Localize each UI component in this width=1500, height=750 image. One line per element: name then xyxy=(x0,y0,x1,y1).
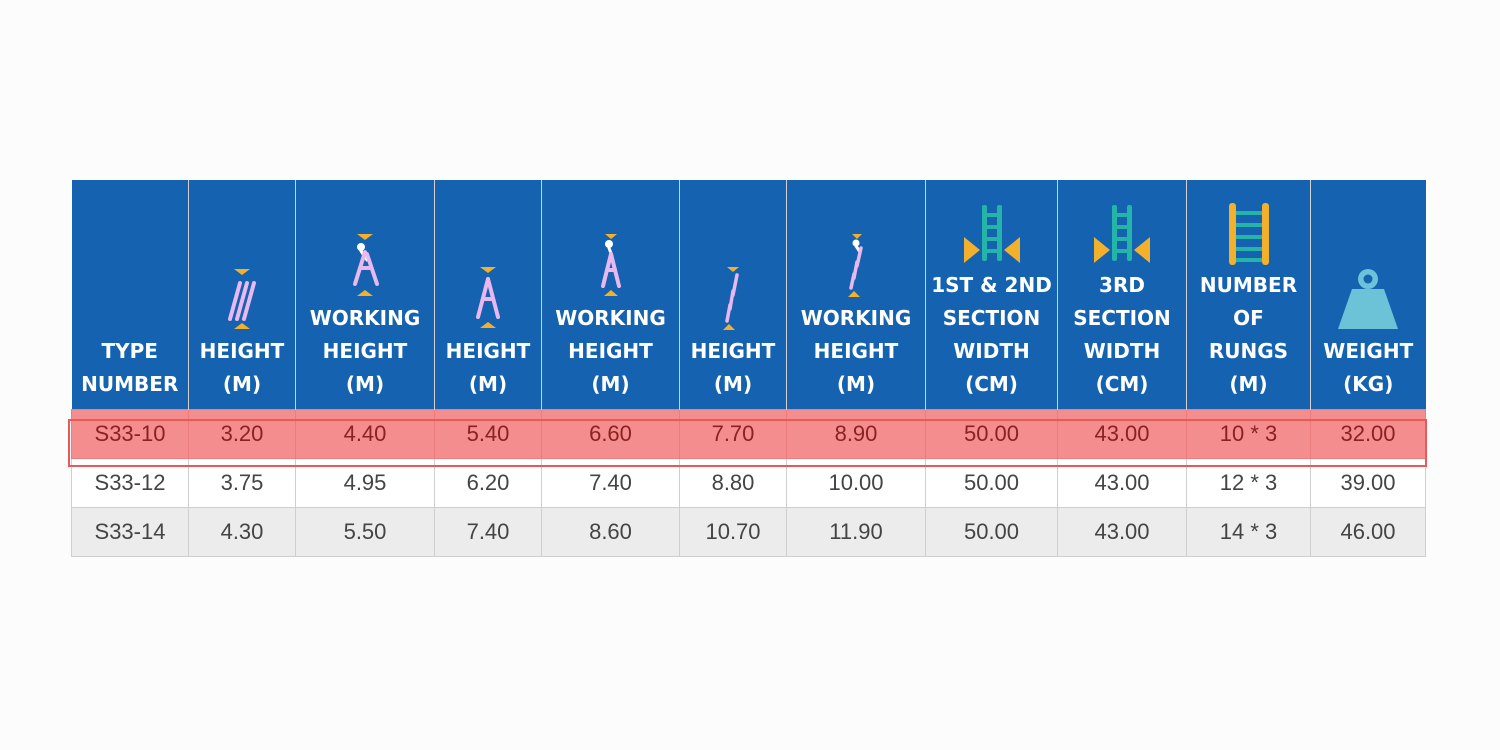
header-line: (M) xyxy=(468,371,508,396)
table-cell: 43.00 xyxy=(1057,408,1187,459)
table-cell: 32.00 xyxy=(1310,408,1426,459)
person-on-aframe-ladder-icon xyxy=(600,233,621,296)
header-line: HEIGHT xyxy=(813,338,899,363)
table-row: S33-12 3.75 4.95 6.20 7.40 8.80 10.00 50… xyxy=(71,457,1426,508)
table-cell: 3.75 xyxy=(188,457,296,508)
header-row: TYPE NUMBER HEIGHT (M) xyxy=(71,180,1426,409)
header-line: TYPE xyxy=(101,338,158,363)
table-cell: 8.60 xyxy=(541,506,680,557)
weight-icon xyxy=(1338,268,1399,329)
aframe-ladder-icon xyxy=(476,266,500,328)
extended-ladder-icon xyxy=(723,266,739,330)
header-line: (CM) xyxy=(1095,371,1149,396)
header-line: (M) xyxy=(713,371,753,396)
header-line: WORKING xyxy=(800,305,912,330)
header-line: WORKING xyxy=(555,305,666,330)
ladder-width-icon xyxy=(1094,204,1150,263)
table-cell: S33-14 xyxy=(71,506,189,557)
table-cell: 39.00 xyxy=(1310,457,1426,508)
header-line: NUMBER xyxy=(81,371,179,396)
col-header-section-3-width: 3RD SECTION WIDTH (CM) xyxy=(1057,180,1187,409)
table-cell: 14 * 3 xyxy=(1186,506,1311,557)
person-with-folded-ladder-icon xyxy=(353,233,379,296)
table-cell: 50.00 xyxy=(925,506,1058,557)
table-cell: 46.00 xyxy=(1310,506,1426,557)
table-cell: 10.70 xyxy=(679,506,787,557)
header-line: HEIGHT xyxy=(445,338,531,363)
table-cell: 7.40 xyxy=(434,506,542,557)
table-cell: 3.20 xyxy=(188,408,296,459)
ladder-width-icon xyxy=(963,204,1020,263)
col-header-extended-working-height: WORKING HEIGHT (M) xyxy=(786,180,926,409)
header-line: SECTION xyxy=(942,305,1041,330)
header-line: (M) xyxy=(222,371,262,396)
header-line: HEIGHT xyxy=(690,338,776,363)
table-cell: 50.00 xyxy=(925,457,1058,508)
table-cell: 6.20 xyxy=(434,457,542,508)
header-line: WIDTH xyxy=(1083,338,1161,363)
table-cell: 7.40 xyxy=(541,457,680,508)
col-header-folded-working-height: WORKING HEIGHT (M) xyxy=(295,180,435,409)
header-line: HEIGHT xyxy=(568,338,653,363)
person-on-extended-ladder-icon xyxy=(848,233,863,297)
table-cell: 5.50 xyxy=(295,506,435,557)
table-cell: 43.00 xyxy=(1057,506,1187,557)
table-cell: 12 * 3 xyxy=(1186,457,1311,508)
header-line: SECTION xyxy=(1073,305,1171,330)
table-cell: 50.00 xyxy=(925,408,1058,459)
col-header-folded-height: HEIGHT (M) xyxy=(188,180,296,409)
header-line: HEIGHT xyxy=(199,338,285,363)
header-line: NUMBER xyxy=(1199,272,1298,297)
col-header-aframe-working-height: WORKING HEIGHT (M) xyxy=(541,180,680,409)
table-cell: 7.70 xyxy=(679,408,787,459)
header-line: RUNGS xyxy=(1208,338,1289,363)
header-line: (KG) xyxy=(1343,371,1394,396)
ladder-spec-table: TYPE NUMBER HEIGHT (M) xyxy=(71,180,1426,557)
table-cell: 6.60 xyxy=(541,408,680,459)
table-cell: S33-10 xyxy=(71,408,189,459)
table-cell: 8.80 xyxy=(679,457,787,508)
header-line: (M) xyxy=(591,371,630,396)
col-header-section-1-2-width: 1ST & 2ND SECTION WIDTH (CM) xyxy=(925,180,1058,409)
table-row: S33-14 4.30 5.50 7.40 8.60 10.70 11.90 5… xyxy=(71,506,1426,557)
col-header-number-of-rungs: NUMBER OF RUNGS (M) xyxy=(1186,180,1311,409)
table-cell: 8.90 xyxy=(786,408,926,459)
header-line: (M) xyxy=(836,371,876,396)
header-line: WEIGHT xyxy=(1323,338,1414,363)
col-header-weight: WEIGHT (KG) xyxy=(1310,180,1426,409)
table-cell: 11.90 xyxy=(786,506,926,557)
table-cell: 4.30 xyxy=(188,506,296,557)
table-cell: 43.00 xyxy=(1057,457,1187,508)
col-header-aframe-height: HEIGHT (M) xyxy=(434,180,542,409)
col-header-type-number: TYPE NUMBER xyxy=(71,180,189,409)
table-row: S33-10 3.20 4.40 5.40 6.60 7.70 8.90 50.… xyxy=(71,408,1426,459)
folded-ladder-icon xyxy=(228,268,256,329)
header-line: WIDTH xyxy=(953,338,1030,363)
table-cell: 10.00 xyxy=(786,457,926,508)
header-line: (M) xyxy=(345,371,385,396)
col-header-extended-height: HEIGHT (M) xyxy=(679,180,787,409)
table-cell: 4.40 xyxy=(295,408,435,459)
table-cell: 10 * 3 xyxy=(1186,408,1311,459)
header-line: OF xyxy=(1233,305,1264,330)
table-cell: 4.95 xyxy=(295,457,435,508)
table-cell: S33-12 xyxy=(71,457,189,508)
header-line: 3RD xyxy=(1099,272,1145,297)
header-line: (CM) xyxy=(965,371,1018,396)
header-line: 1ST & 2ND xyxy=(931,272,1052,297)
table-cell: 5.40 xyxy=(434,408,542,459)
header-line: WORKING xyxy=(309,305,421,330)
header-line: HEIGHT xyxy=(322,338,408,363)
header-line: (M) xyxy=(1229,371,1268,396)
ladder-rungs-icon xyxy=(1228,202,1269,265)
